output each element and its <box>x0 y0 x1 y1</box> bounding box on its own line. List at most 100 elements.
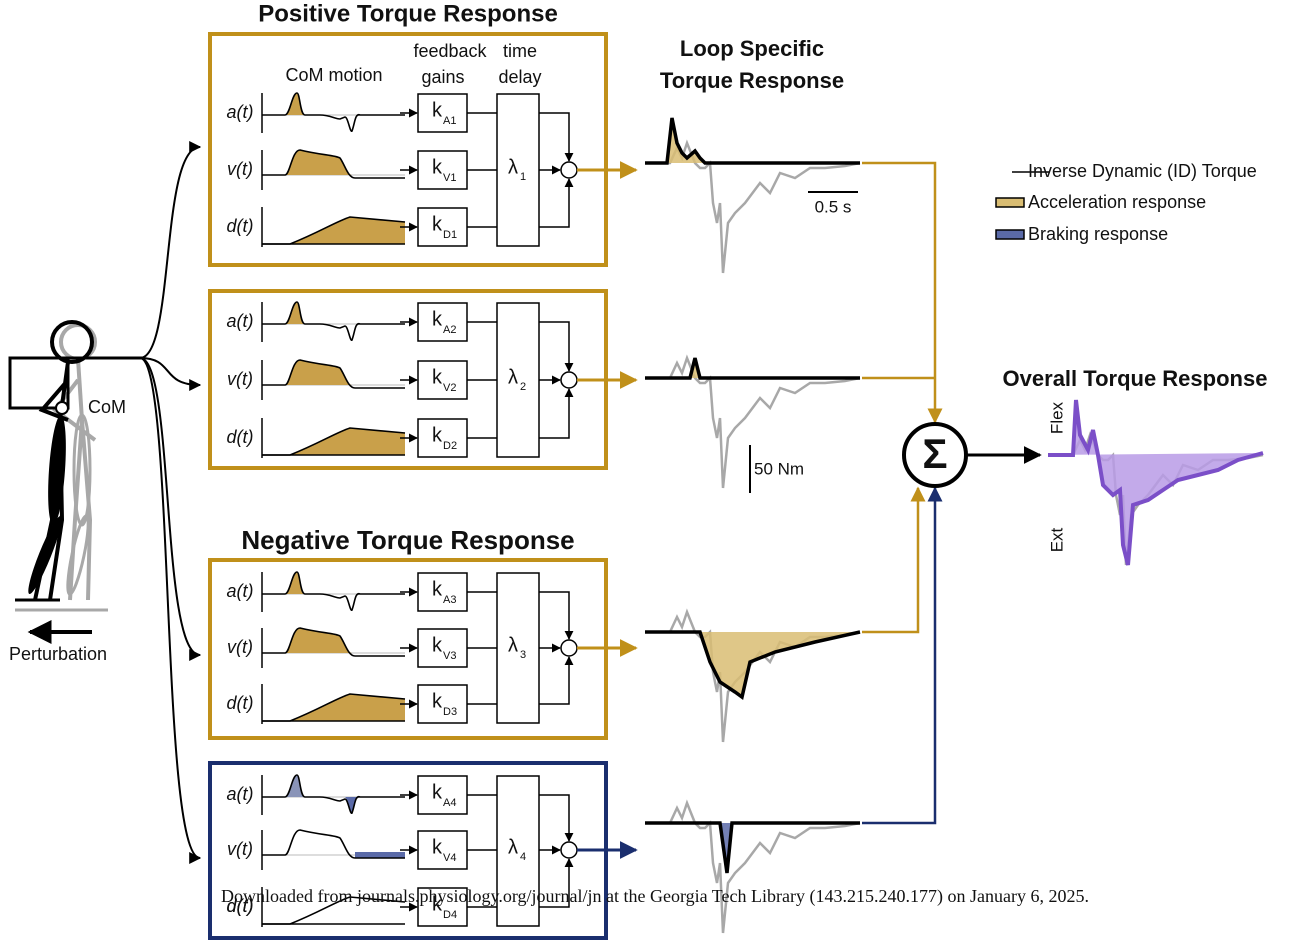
legend-label: Acceleration response <box>1028 192 1206 212</box>
com-label: CoM <box>88 397 126 417</box>
scale-label: 50 Nm <box>754 459 804 478</box>
axis-label: Flex <box>1047 401 1066 434</box>
signal-label: d(t) <box>227 427 254 447</box>
gain-symbol: k <box>432 781 443 803</box>
com-marker <box>56 402 68 414</box>
input-arrow <box>140 358 200 655</box>
loop-box <box>210 560 606 738</box>
signal-label: a(t) <box>227 581 254 601</box>
connector <box>539 113 569 161</box>
gain-subscript: V2 <box>443 382 456 394</box>
sum-node <box>561 372 577 388</box>
scale-label: 0.5 s <box>815 197 852 216</box>
delay-subscript: 2 <box>520 381 526 393</box>
legend-label: Braking response <box>1028 224 1168 244</box>
gain-subscript: V4 <box>443 852 456 864</box>
connector <box>539 179 569 227</box>
signal-label: v(t) <box>227 369 253 389</box>
gain-symbol: k <box>432 99 443 121</box>
gain-subscript: V1 <box>443 172 456 184</box>
connector <box>862 488 918 632</box>
leg <box>24 514 67 596</box>
sum-node <box>561 842 577 858</box>
connector <box>539 322 569 371</box>
title: Positive Torque Response <box>258 0 558 27</box>
gain-symbol: k <box>432 578 443 600</box>
signal-fill <box>355 852 405 858</box>
title: Overall Torque Response <box>1003 366 1268 391</box>
input-arrow <box>140 147 200 358</box>
sum-symbol: Σ <box>922 430 947 477</box>
connector <box>539 657 569 704</box>
column-header: delay <box>498 67 541 87</box>
signal-label: a(t) <box>227 102 254 122</box>
signal-label: d(t) <box>227 216 254 236</box>
connector <box>862 163 935 422</box>
delay-subscript: 3 <box>520 649 526 661</box>
delay-symbol: λ <box>508 366 518 388</box>
gain-symbol: k <box>432 213 443 235</box>
column-header: time <box>503 41 537 61</box>
gain-subscript: A2 <box>443 324 456 336</box>
gain-symbol: k <box>432 836 443 858</box>
gain-subscript: A1 <box>443 115 456 127</box>
gain-subscript: A3 <box>443 594 456 606</box>
perturbation-label: Perturbation <box>9 644 107 664</box>
response-fill <box>645 823 860 873</box>
signal <box>262 302 405 340</box>
response <box>645 823 860 873</box>
torso-box <box>10 358 68 408</box>
delay-subscript: 1 <box>520 171 526 183</box>
connector <box>862 488 935 823</box>
loop-box <box>210 34 606 265</box>
legend-swatch <box>996 230 1024 239</box>
axis-label: Ext <box>1047 527 1066 552</box>
signal <box>262 775 405 813</box>
signal-label: v(t) <box>227 159 253 179</box>
legend-swatch <box>996 198 1024 207</box>
response-fill <box>645 632 860 697</box>
legend-label: Inverse Dynamic (ID) Torque <box>1028 161 1257 181</box>
connector <box>539 389 569 438</box>
signal-label: a(t) <box>227 311 254 331</box>
signal <box>262 93 405 131</box>
diagram: Positive Torque Response Negative Torque … <box>0 0 1304 942</box>
gain-symbol: k <box>432 424 443 446</box>
signal-label: a(t) <box>227 784 254 804</box>
sum-node <box>561 640 577 656</box>
gain-symbol: k <box>432 156 443 178</box>
gain-symbol: k <box>432 366 443 388</box>
title: Loop Specific <box>680 36 824 61</box>
delay-box <box>497 94 539 246</box>
signal-label: d(t) <box>227 693 254 713</box>
title: Torque Response <box>660 68 844 93</box>
signal <box>262 572 405 610</box>
connector <box>539 795 569 841</box>
delay-symbol: λ <box>508 836 518 858</box>
delay-box <box>497 303 539 457</box>
column-header: gains <box>421 67 464 87</box>
gain-subscript: V3 <box>443 650 456 662</box>
footer: Downloaded from journals.physiology.org/… <box>221 886 1089 907</box>
title: Negative Torque Response <box>241 525 574 555</box>
sum-node <box>561 162 577 178</box>
delay-box <box>497 573 539 723</box>
page: { "titles": { "positive": "Positive Torq… <box>0 0 1304 942</box>
gain-symbol: k <box>432 308 443 330</box>
gain-symbol: k <box>432 634 443 656</box>
delay-subscript: 4 <box>520 851 526 863</box>
leg <box>45 415 69 526</box>
input-arrow <box>140 358 200 858</box>
connector <box>539 592 569 639</box>
column-header: feedback <box>413 41 487 61</box>
gain-subscript: D1 <box>443 229 457 241</box>
gain-subscript: D4 <box>443 909 457 921</box>
column-header: CoM motion <box>285 65 382 85</box>
delay-symbol: λ <box>508 156 518 178</box>
gain-symbol: k <box>432 690 443 712</box>
gain-subscript: A4 <box>443 797 456 809</box>
signal-label: v(t) <box>227 839 253 859</box>
signal-label: v(t) <box>227 637 253 657</box>
gain-subscript: D3 <box>443 706 457 718</box>
gain-subscript: D2 <box>443 440 457 452</box>
